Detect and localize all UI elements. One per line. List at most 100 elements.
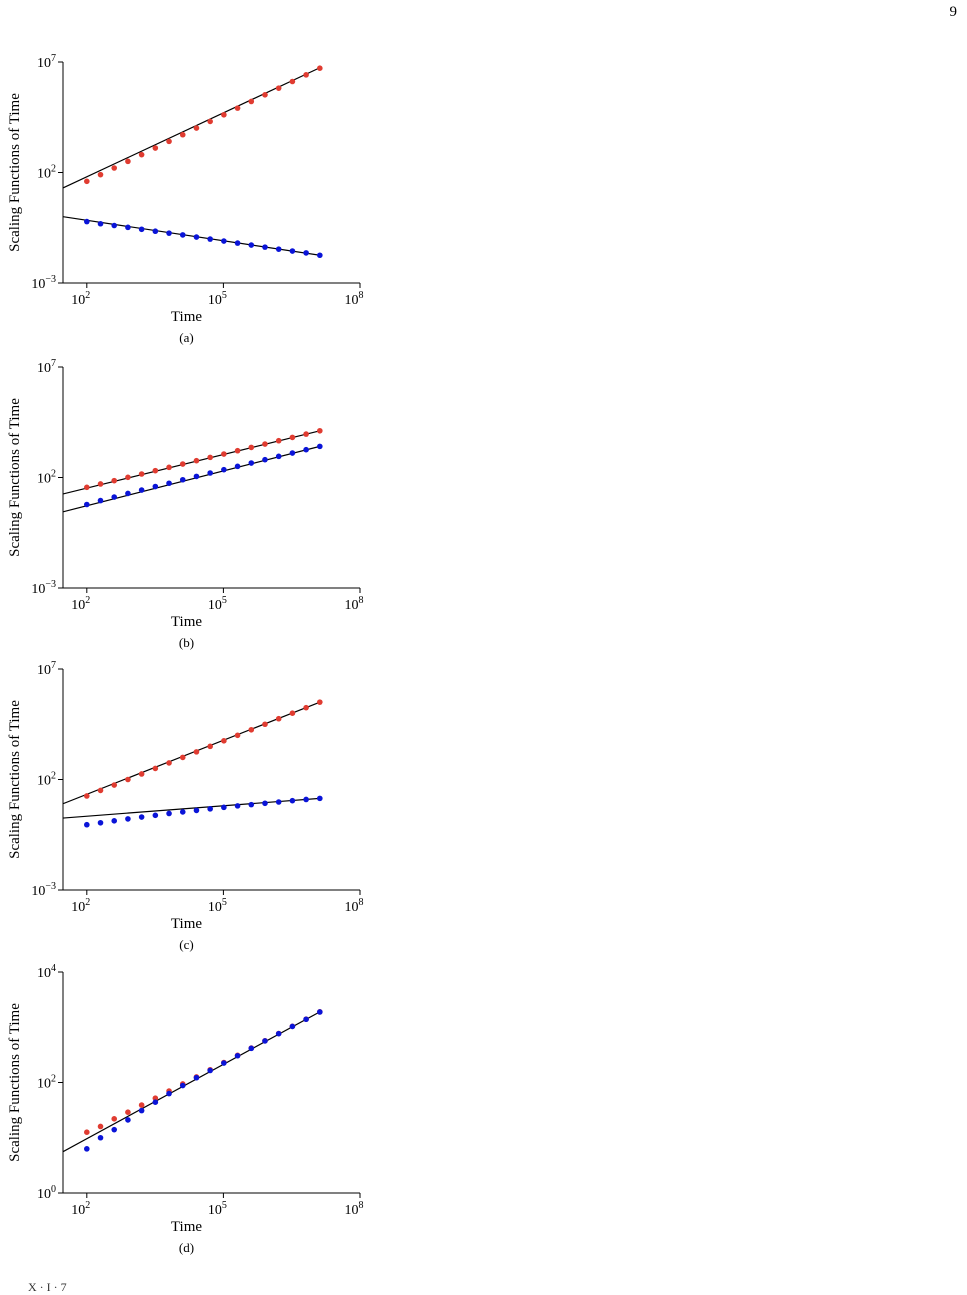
blue-data-point xyxy=(207,806,213,812)
red-data-point xyxy=(111,782,118,788)
blue-data-point xyxy=(289,450,296,456)
blue-data-point xyxy=(262,456,268,463)
red-data-point xyxy=(152,765,159,772)
red-data-point xyxy=(317,65,323,71)
red-data-point xyxy=(207,743,213,750)
chart-caption: (c) xyxy=(179,937,193,952)
red-data-point xyxy=(97,171,104,178)
red-data-point xyxy=(303,72,309,78)
red-data-point xyxy=(221,111,227,118)
y-tick-label: 102 xyxy=(37,164,56,182)
blue-data-point xyxy=(275,799,282,805)
x-tick-label: 105 xyxy=(208,1200,227,1218)
y-tick-label: 107 xyxy=(37,358,56,376)
x-tick-label: 102 xyxy=(71,595,90,613)
footer-fragment: X · I · 7 xyxy=(28,1280,67,1294)
x-tick-label: 108 xyxy=(345,595,364,613)
red-data-point xyxy=(303,704,309,711)
red-data-point xyxy=(138,471,145,477)
red-data-point xyxy=(275,715,282,722)
blue-data-point xyxy=(84,821,90,828)
blue-data-point xyxy=(289,248,296,254)
blue-data-point xyxy=(221,804,227,811)
red-data-point xyxy=(275,85,282,91)
blue-data-point xyxy=(125,1117,131,1123)
x-tick-label: 102 xyxy=(71,1200,90,1218)
blue-data-point xyxy=(138,1107,145,1114)
red-data-point xyxy=(166,464,172,471)
blue-data-point xyxy=(317,443,323,450)
chart-panel-b: 102 105 108 10−3 102 107 Time Scaling Functions… xyxy=(0,350,400,660)
y-tick-label: 107 xyxy=(37,660,56,678)
red-data-point xyxy=(152,467,159,474)
red-data-point xyxy=(84,178,90,185)
blue-data-point xyxy=(179,476,186,483)
blue-data-point xyxy=(248,242,255,248)
red-data-point xyxy=(97,481,104,487)
x-axis-label: Time xyxy=(171,1219,202,1235)
y-axis-label: Scaling Functions of Time xyxy=(7,700,23,859)
x-tick-label: 105 xyxy=(208,897,227,915)
red-data-point xyxy=(262,721,268,728)
x-tick-label: 102 xyxy=(71,897,90,915)
page-number: 9 xyxy=(949,4,958,20)
chart-caption: (a) xyxy=(179,330,193,345)
blue-data-point xyxy=(234,240,241,246)
red-data-point xyxy=(248,444,255,451)
chart-c: 102 105 108 10−3 102 107 Time Scaling Functions… xyxy=(7,660,364,952)
blue-data-point xyxy=(317,795,323,802)
blue-data-point xyxy=(289,797,296,804)
red-data-point xyxy=(193,125,200,131)
blue-data-point xyxy=(317,1009,323,1015)
blue-data-point xyxy=(303,796,309,803)
red-data-point xyxy=(303,431,309,437)
blue-data-point xyxy=(234,1052,241,1059)
x-tick-label: 108 xyxy=(345,290,364,308)
red-data-point xyxy=(138,151,145,158)
blue-data-point xyxy=(248,801,255,808)
y-axis-label: Scaling Functions of Time xyxy=(7,1003,23,1162)
y-tick-label: 102 xyxy=(37,1074,56,1092)
blue-data-point xyxy=(166,230,172,236)
blue-data-point xyxy=(138,487,145,493)
red-data-point xyxy=(262,92,268,98)
blue-data-point xyxy=(179,809,186,815)
red-data-point xyxy=(289,710,296,716)
blue-data-point xyxy=(138,814,145,820)
x-tick-label: 108 xyxy=(345,1200,364,1218)
red-data-point xyxy=(262,441,268,447)
red-data-point xyxy=(166,760,172,766)
x-tick-label: 102 xyxy=(71,290,90,308)
red-data-point xyxy=(234,447,241,454)
red-data-point xyxy=(221,451,227,457)
chart-a: 102 105 108 10−3 102 107 Time Scaling Functions… xyxy=(7,53,364,345)
red-data-point xyxy=(248,726,255,733)
blue-data-point xyxy=(275,1030,282,1037)
blue-data-point xyxy=(248,1045,255,1052)
x-axis-label: Time xyxy=(171,309,202,325)
blue-data-point xyxy=(97,497,104,504)
x-tick-label: 105 xyxy=(208,290,227,308)
red-data-point xyxy=(111,477,118,484)
red-data-point xyxy=(166,138,172,145)
blue-data-point xyxy=(152,1099,159,1105)
red-data-point xyxy=(84,484,90,491)
blue-data-point xyxy=(125,490,131,497)
red-data-point xyxy=(84,1129,90,1136)
blue-data-point xyxy=(193,234,200,240)
red-data-point xyxy=(317,699,323,705)
chart-caption: (d) xyxy=(179,1240,194,1255)
blue-data-point xyxy=(303,250,309,256)
blue-data-point xyxy=(317,252,323,259)
blue-data-point xyxy=(152,228,159,235)
red-data-point xyxy=(193,749,200,755)
red-data-point xyxy=(275,437,282,444)
red-data-point xyxy=(221,738,227,744)
fit-line-0 xyxy=(63,67,321,189)
red-data-point xyxy=(84,793,90,799)
y-axis-label: Scaling Functions of Time xyxy=(7,398,23,557)
chart-d: 102 105 108 100 102 104 Time Scaling Functions … xyxy=(7,963,364,1255)
red-data-point xyxy=(125,158,131,165)
y-tick-label: 10−3 xyxy=(31,274,56,292)
blue-data-point xyxy=(262,1038,268,1044)
